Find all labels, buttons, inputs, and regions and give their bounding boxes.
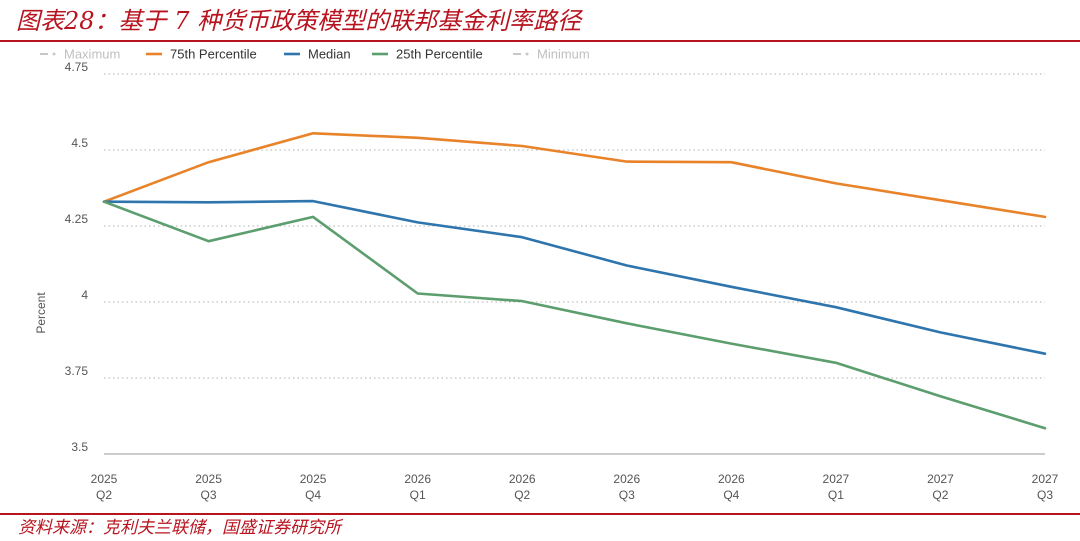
legend-label: 75th Percentile [170, 47, 257, 62]
x-tick-label: 2027 Q2 [927, 472, 954, 502]
series-line-25th-percentile [102, 200, 1047, 430]
legend-label: Minimum [537, 47, 590, 62]
chart-legend: Maximum 75th Percentile Median 25th Percent… [40, 47, 590, 62]
chart-title: 图表28：基于 7 种货币政策模型的联邦基金利率路径 [16, 7, 582, 35]
legend-label: Maximum [64, 47, 120, 62]
x-tick-label: 2026 Q2 [509, 472, 536, 502]
y-tick-label: 4.75 [65, 60, 89, 74]
legend-swatch-dot [525, 52, 529, 56]
legend-label: Median [308, 47, 351, 62]
legend-item-minimum[interactable]: Minimum [513, 47, 590, 62]
series-line-75th-percentile [102, 132, 1047, 219]
x-tick-label: 2026 Q4 [718, 472, 745, 502]
y-tick-label: 3.5 [71, 440, 88, 454]
chart-grid [104, 73, 1045, 455]
y-tick-label: 4.25 [65, 212, 89, 226]
x-tick-label: 2027 Q1 [823, 472, 850, 502]
footer-divider [0, 513, 1080, 515]
source-note: 资料来源：克利夫兰联储，国盛证券研究所 [18, 518, 341, 538]
x-tick-label: 2026 Q1 [404, 472, 431, 502]
legend-swatch-dot [52, 52, 56, 56]
y-axis-label: Percent [34, 292, 48, 334]
x-axis-ticks: 2025 Q2 2025 Q3 2025 Q4 2026 Q1 2026 Q2 2026 Q3 2026… [91, 472, 1059, 502]
y-tick-label: 4.5 [71, 136, 88, 150]
title-divider [0, 40, 1080, 42]
legend-item-maximum[interactable]: Maximum [40, 47, 120, 62]
series-line-median [102, 199, 1047, 356]
y-tick-label: 4 [81, 288, 88, 302]
x-tick-label: 2027 Q3 [1032, 472, 1059, 502]
line-chart: Maximum 75th Percentile Median 25th Percent… [34, 47, 1059, 503]
legend-item-25th-percentile[interactable]: 25th Percentile [372, 47, 483, 62]
x-tick-label: 2025 Q2 [91, 472, 118, 502]
legend-label: 25th Percentile [396, 47, 483, 62]
x-tick-label: 2025 Q4 [300, 472, 327, 502]
y-tick-label: 3.75 [65, 364, 89, 378]
chart-series [102, 132, 1047, 430]
legend-item-median[interactable]: Median [284, 47, 351, 62]
x-tick-label: 2025 Q3 [195, 472, 222, 502]
y-axis-ticks: 3.5 3.75 4 4.25 4.5 4.75 [65, 60, 89, 454]
x-tick-label: 2026 Q3 [613, 472, 640, 502]
legend-item-75th-percentile[interactable]: 75th Percentile [146, 47, 257, 62]
